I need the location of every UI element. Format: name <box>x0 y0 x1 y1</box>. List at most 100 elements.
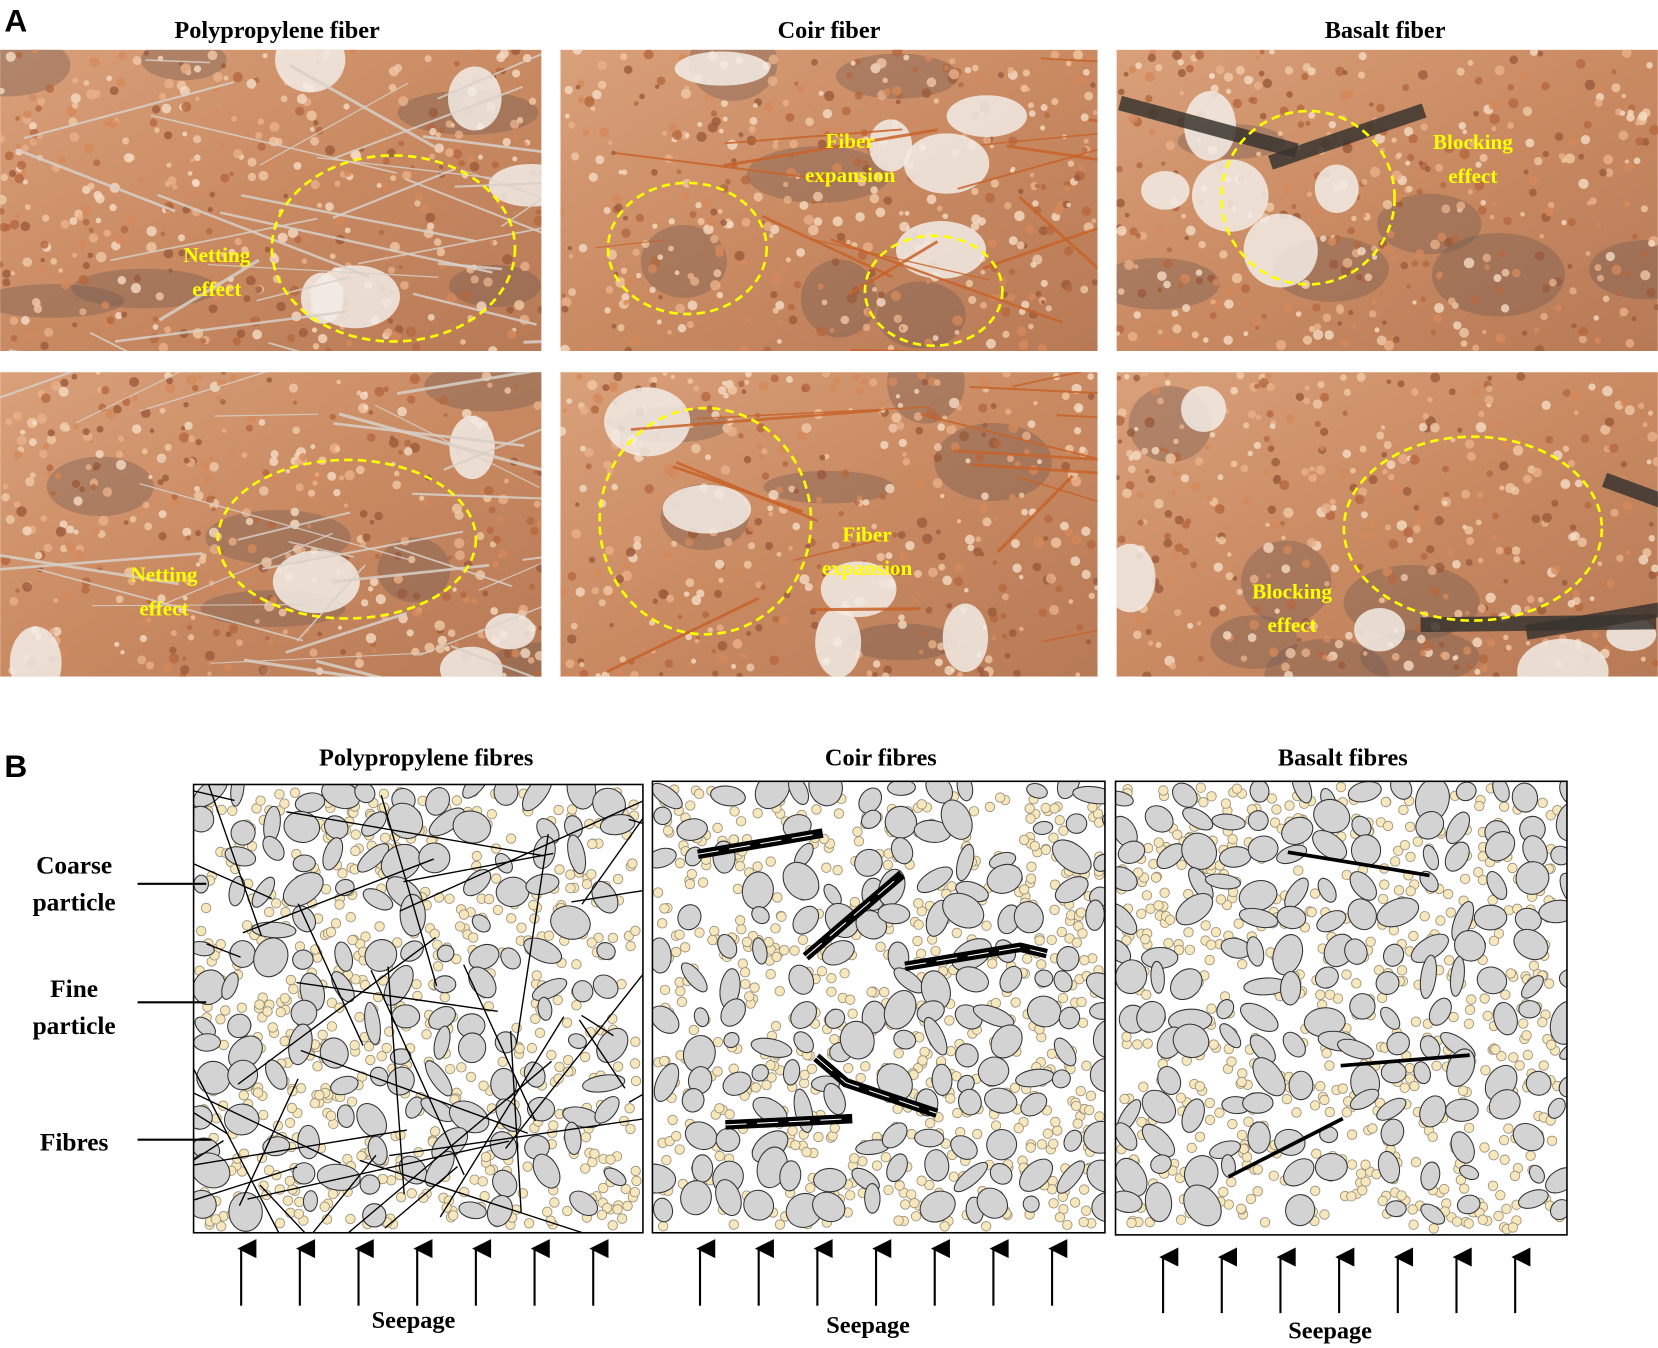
grain <box>1050 537 1062 548</box>
grain <box>292 400 298 405</box>
grain <box>624 346 633 352</box>
grain <box>1342 449 1352 459</box>
grain <box>895 394 901 399</box>
fine-particle <box>1293 865 1304 876</box>
fine-particle <box>1029 840 1041 852</box>
grain <box>811 58 818 66</box>
grain <box>1045 573 1057 584</box>
grain <box>208 455 215 463</box>
grain <box>1225 572 1234 581</box>
grain <box>603 206 611 214</box>
fiber <box>23 81 234 140</box>
grain <box>1574 479 1583 488</box>
fine-particle <box>553 804 564 816</box>
grain <box>902 452 907 457</box>
fine-particle <box>1499 801 1510 812</box>
grain <box>1081 206 1092 216</box>
fiber <box>1018 195 1098 270</box>
grain <box>911 118 919 125</box>
fine-particle <box>625 1123 636 1135</box>
grain <box>1342 143 1353 154</box>
grain <box>718 577 724 583</box>
grain <box>398 450 403 455</box>
coarse-particle <box>955 1043 979 1068</box>
grain <box>204 650 215 661</box>
grain <box>1133 374 1141 382</box>
coarse-particle <box>468 943 500 970</box>
grain <box>156 453 167 463</box>
grain <box>1144 417 1155 428</box>
grain <box>1402 498 1408 504</box>
grain <box>22 179 28 185</box>
grain <box>144 522 153 531</box>
fine-particle <box>714 1150 725 1162</box>
fiber <box>315 659 384 677</box>
grain <box>604 307 611 314</box>
fine-particle <box>1480 1065 1491 1076</box>
grain <box>643 49 654 60</box>
fine-particle <box>579 1051 591 1063</box>
grain <box>1209 312 1217 320</box>
coarse-particle <box>1019 1158 1054 1192</box>
grain <box>979 552 985 557</box>
grain <box>1426 157 1431 162</box>
grain <box>381 182 390 192</box>
grain <box>1554 132 1564 141</box>
grain <box>968 295 977 304</box>
fine-particle <box>805 1182 816 1194</box>
grain <box>211 506 216 512</box>
grain <box>811 621 819 630</box>
grain <box>71 479 81 489</box>
grain <box>1531 514 1541 524</box>
grain <box>1168 662 1176 670</box>
grain <box>1159 447 1164 452</box>
grain <box>374 511 383 521</box>
coarse-particle <box>782 861 820 901</box>
grain <box>530 526 539 536</box>
fine-particle <box>1538 1060 1549 1071</box>
grain <box>1478 654 1489 664</box>
grain <box>195 96 200 102</box>
grain <box>964 66 972 74</box>
grain <box>914 388 920 394</box>
fiber <box>952 449 1098 461</box>
coarse-particle <box>883 990 917 1030</box>
coarse-particle <box>693 1007 710 1028</box>
grain <box>857 178 866 187</box>
grain <box>148 474 153 480</box>
grain <box>0 87 5 95</box>
grain <box>168 268 173 273</box>
grain <box>1032 562 1042 572</box>
grain <box>980 301 988 309</box>
fine-particle <box>737 958 748 969</box>
grain <box>676 169 682 175</box>
grain <box>633 101 639 106</box>
grain <box>782 99 790 107</box>
dark-patch <box>71 268 219 309</box>
fiber <box>437 262 503 271</box>
fine-particle <box>1404 821 1416 832</box>
fiber <box>404 178 542 234</box>
grain <box>1224 299 1234 309</box>
grain <box>1161 161 1166 166</box>
grain <box>854 500 860 506</box>
grain <box>958 82 964 88</box>
fine-particle <box>875 941 886 953</box>
grain <box>846 71 853 79</box>
coarse-particle <box>677 904 702 931</box>
grain <box>1236 372 1245 380</box>
grain <box>974 73 981 79</box>
grain <box>905 541 915 551</box>
coarse-particle <box>751 1064 769 1082</box>
grain <box>533 500 541 508</box>
grain <box>1286 600 1297 611</box>
coarse-particle <box>433 975 457 994</box>
grain <box>46 464 54 472</box>
coarse-particle <box>1034 969 1054 988</box>
fiber <box>237 511 351 541</box>
coarse-particle <box>405 1096 424 1119</box>
grain <box>1462 646 1472 655</box>
fine-particle <box>981 920 992 931</box>
grain <box>648 264 658 274</box>
grain <box>1323 635 1331 643</box>
